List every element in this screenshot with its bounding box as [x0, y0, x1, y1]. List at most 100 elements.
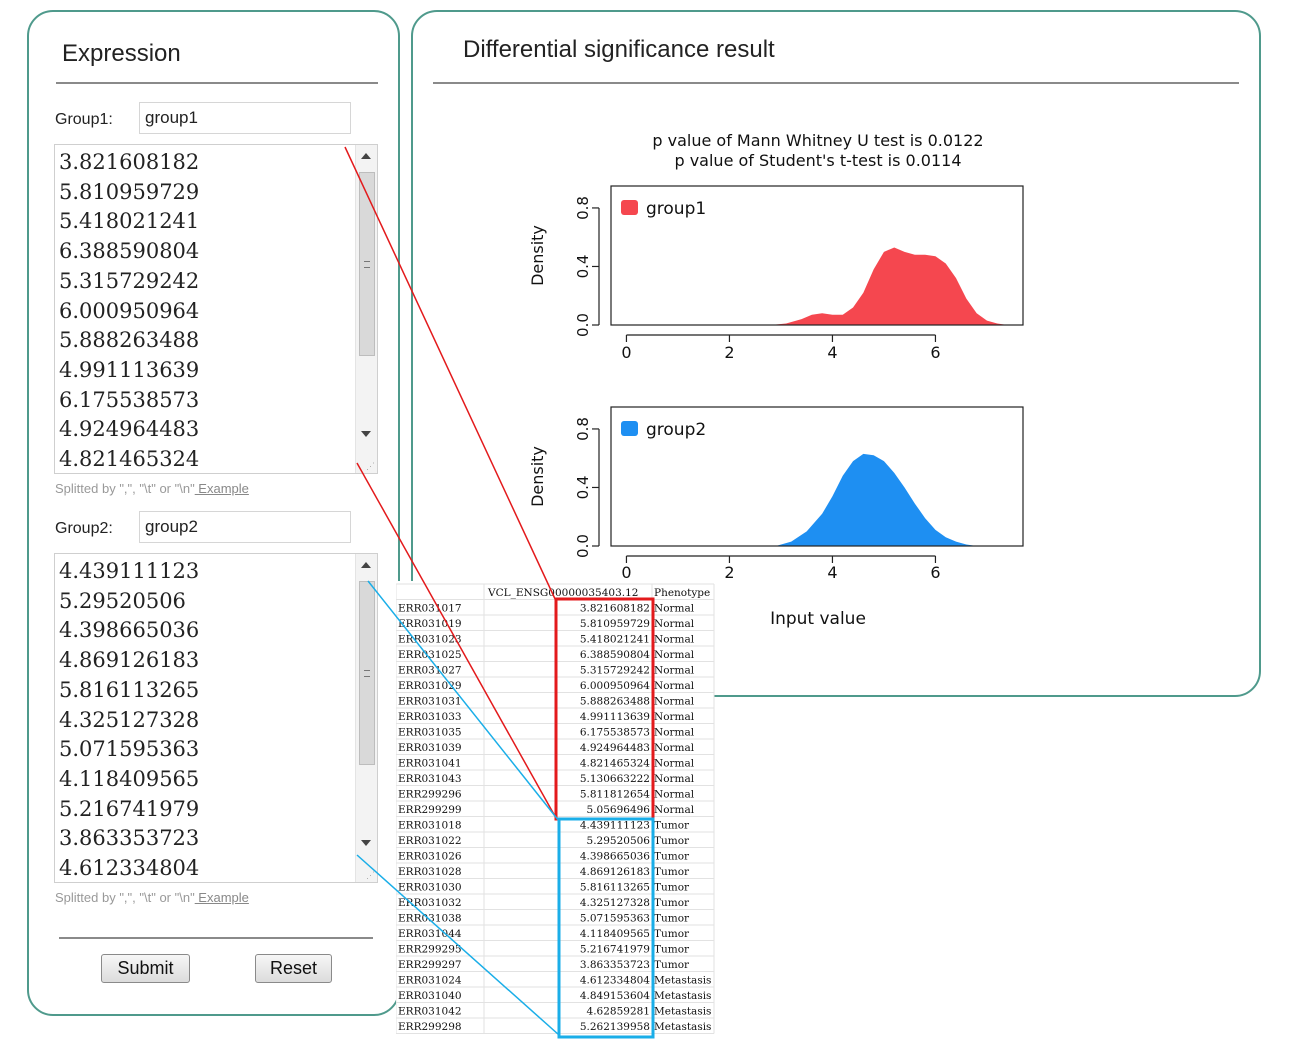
group2-value-line: 5.071595363: [59, 737, 200, 762]
sheet-sample-id: ERR031028: [398, 866, 462, 878]
group2-value-line: 4.325127328: [59, 707, 200, 732]
sheet-sample-id: ERR031026: [398, 851, 462, 863]
x-tick-label: 6: [930, 343, 940, 362]
group1-values-textarea[interactable]: 3.821608182 5.810959729 5.418021241 6.38859…: [54, 144, 378, 474]
sheet-sample-id: ERR031030: [398, 882, 462, 894]
sheet-sample-id: ERR299296: [398, 789, 462, 801]
group1-name-input[interactable]: [139, 102, 351, 134]
group1-legend-label: group1: [646, 199, 706, 219]
sheet-sample-id: ERR031019: [398, 618, 462, 630]
group2-legend-label: group2: [646, 420, 706, 440]
sheet-value: 5.071595363: [580, 913, 650, 925]
y-tick-label: 0.4: [574, 255, 592, 279]
sheet-sample-id: ERR031029: [398, 680, 462, 692]
sheet-sample-id: ERR031044: [398, 928, 462, 940]
sheet-sample-id: ERR299295: [398, 944, 462, 956]
x-tick-label: 4: [827, 563, 837, 582]
group1-hint: Splitted by ",", "\t" or "\n" Example: [55, 481, 249, 496]
sheet-phenotype: Tumor: [654, 959, 690, 971]
sheet-header-phenotype: Phenotype: [654, 587, 710, 599]
expression-panel: Expression Group1: 3.821608182 5.81095972…: [27, 10, 400, 1016]
group1-value-line: 3.821608182: [59, 150, 200, 174]
scroll-down-arrow-icon[interactable]: [361, 840, 371, 846]
x-tick-label: 0: [621, 343, 631, 362]
density-plot-2: 0 2 4 6 0.0 0.4 0.8 Density group2 Input value: [528, 406, 1024, 629]
group1-value-line: 5.315729242: [59, 268, 200, 293]
sheet-phenotype: Normal: [654, 742, 695, 754]
sheet-sample-id: ERR031038: [398, 913, 462, 925]
group2-example-link[interactable]: Example: [194, 890, 249, 905]
group2-value-line: 5.29520506: [59, 588, 186, 613]
sheet-value: 4.398665036: [580, 851, 650, 863]
sheet-sample-id: ERR031035: [398, 727, 462, 739]
sheet-phenotype: Tumor: [654, 897, 690, 909]
density-plot-1: 0 2 4 6 0.0 0.4 0.8 Density group1: [528, 185, 1024, 362]
result-title: Differential significance result: [463, 36, 775, 63]
sheet-phenotype: Tumor: [654, 882, 690, 894]
sheet-phenotype: Tumor: [654, 866, 690, 878]
group2-label: Group2:: [55, 520, 113, 537]
sheet-phenotype: Metastasis: [654, 1006, 711, 1018]
sheet-phenotype: Normal: [654, 603, 695, 615]
sheet-sample-id: ERR299299: [398, 804, 462, 816]
sheet-value: 5.29520506: [587, 835, 651, 847]
group2-value-line: 4.612334804: [59, 856, 200, 881]
sheet-value: 5.810959729: [580, 618, 650, 630]
sheet-phenotype: Normal: [654, 711, 695, 723]
sheet-sample-id: ERR031023: [398, 634, 462, 646]
group2-name-input[interactable]: [139, 511, 351, 543]
sheet-phenotype: Tumor: [654, 944, 690, 956]
sheet-header-gene: VCL_ENSG00000035403.12: [487, 587, 638, 599]
group1-values-list: 3.821608182 5.810959729 5.418021241 6.38859…: [59, 148, 351, 473]
y-tick-label: 0.0: [574, 534, 592, 558]
sheet-sample-id: ERR031024: [398, 975, 462, 987]
sheet-sample-id: ERR299297: [398, 959, 462, 971]
sheet-sample-id: ERR031041: [398, 758, 462, 770]
sheet-value: 4.62859281: [587, 1006, 650, 1018]
sheet-sample-id: ERR031017: [398, 603, 462, 615]
group1-value-line: 6.175538573: [59, 387, 200, 412]
reset-button[interactable]: Reset: [255, 954, 332, 983]
sheet-value: 5.315729242: [580, 665, 650, 677]
spreadsheet-grid: VCL_ENSG00000035403.12 Phenotype ERR031017…: [396, 581, 715, 1034]
sheet-value: 4.118409565: [580, 928, 650, 940]
sheet-value: 4.325127328: [580, 897, 650, 909]
group1-density-area: [770, 247, 1008, 325]
sheet-value: 4.991113639: [580, 711, 650, 723]
sheet-phenotype: Normal: [654, 789, 695, 801]
sheet-sample-id: ERR299298: [398, 1021, 462, 1033]
sheet-value: 3.821608182: [580, 603, 650, 615]
y-tick-label: 0.4: [574, 476, 592, 500]
sheet-sample-id: ERR031025: [398, 649, 462, 661]
sheet-value: 5.05696496: [587, 804, 651, 816]
group1-example-link[interactable]: Example: [194, 481, 249, 496]
y-axis-label: Density: [528, 225, 547, 286]
sheet-value: 6.000950964: [580, 680, 650, 692]
sheet-sample-id: ERR031022: [398, 835, 462, 847]
x-tick-label: 0: [621, 563, 631, 582]
sheet-sample-id: ERR031031: [398, 696, 462, 708]
submit-button[interactable]: Submit: [101, 954, 190, 983]
x-tick-label: 6: [930, 563, 940, 582]
sheet-sample-id: ERR031033: [398, 711, 462, 723]
x-tick-label: 4: [827, 343, 837, 362]
y-axis-label: Density: [528, 446, 547, 507]
result-title-divider: [433, 82, 1239, 84]
sheet-value: 5.262139958: [580, 1021, 650, 1033]
sheet-phenotype: Metastasis: [654, 990, 711, 1002]
sheet-value: 5.216741979: [580, 944, 650, 956]
sheet-value: 4.439111123: [580, 820, 650, 832]
y-tick-label: 0.8: [574, 196, 592, 220]
sheet-phenotype: Metastasis: [654, 1021, 711, 1033]
sheet-value: 4.869126183: [580, 866, 650, 878]
group2-legend-swatch: [621, 421, 638, 436]
group1-value-line: 4.924964483: [59, 417, 200, 442]
group1-value-line: 6.388590804: [59, 239, 200, 264]
group2-hint: Splitted by ",", "\t" or "\n" Example: [55, 890, 249, 905]
sheet-phenotype: Normal: [654, 758, 695, 770]
group2-values-list: 4.439111123 5.29520506 4.398665036 4.869126…: [59, 557, 351, 882]
y-tick-label: 0.0: [574, 313, 592, 337]
sheet-value: 5.888263488: [580, 696, 650, 708]
sheet-phenotype: Tumor: [654, 820, 690, 832]
sheet-value: 6.175538573: [580, 727, 650, 739]
